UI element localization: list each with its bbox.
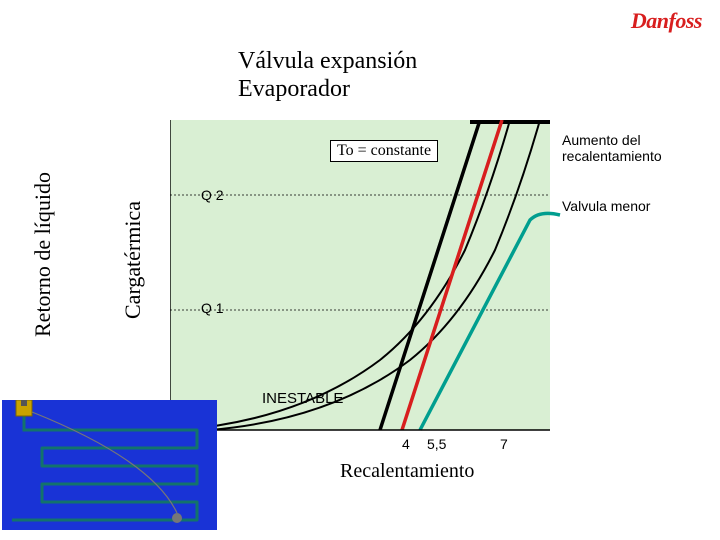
to-constant-box: To = constante [330,140,438,162]
y-axis-label-inner: Carga térmica [118,150,148,370]
inestable-label: INESTABLE [262,390,343,407]
annotation-valvula-menor: Valvula menor [562,198,650,214]
y-axis-inner-b: térmica [116,201,150,267]
x-tick-3: 7 [500,436,508,452]
main-chart [170,120,580,440]
y-axis-inner-a: Carga [116,267,150,319]
q1-label: Q 1 [201,300,224,316]
annotation-aumento: Aumento delrecalentamiento [562,132,692,164]
title-line-1: Válvula expansión [238,48,417,76]
page-title: Válvula expansión Evaporador [238,48,417,103]
title-line-2: Evaporador [238,76,417,104]
x-axis-label: Recalentamiento [340,460,474,483]
x-tick-1: 4 [402,436,410,452]
x-tick-2: 5,5 [427,436,446,452]
brand-logo: Danfoss [631,8,702,34]
evaporator-schematic [2,400,217,530]
y-axis-label-outer: Retorno de líquido [28,130,58,380]
q2-label: Q 2 [201,187,224,203]
